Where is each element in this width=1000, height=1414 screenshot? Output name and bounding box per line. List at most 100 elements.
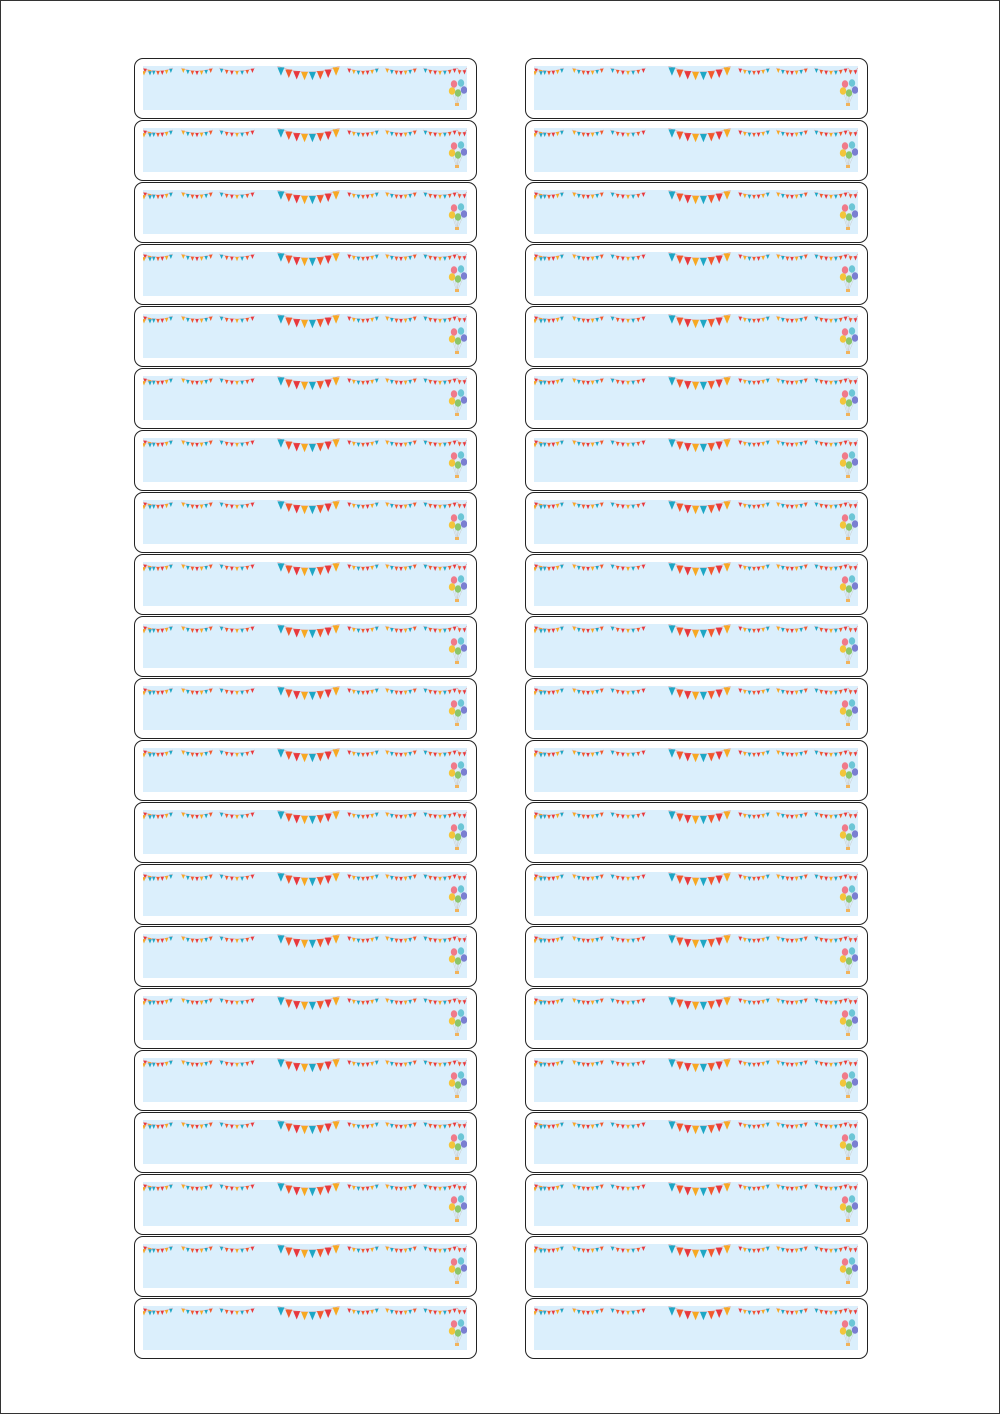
label[interactable] — [525, 182, 868, 243]
label[interactable] — [525, 120, 868, 181]
label[interactable] — [134, 988, 477, 1049]
label[interactable] — [525, 306, 868, 367]
label-writing-area[interactable] — [534, 252, 858, 296]
label-writing-area[interactable] — [534, 190, 858, 234]
label[interactable] — [525, 740, 868, 801]
label-writing-area[interactable] — [534, 934, 858, 978]
label-writing-area[interactable] — [534, 66, 858, 110]
label[interactable] — [134, 58, 477, 119]
label[interactable] — [134, 864, 477, 925]
label-writing-area[interactable] — [143, 996, 467, 1040]
bunting-strand — [384, 191, 418, 200]
label[interactable] — [525, 678, 868, 739]
label[interactable] — [134, 368, 477, 429]
bunting-strand — [276, 128, 341, 143]
label-writing-area[interactable] — [143, 934, 467, 978]
bunting-strand — [180, 1245, 214, 1254]
label-writing-area[interactable] — [143, 66, 467, 110]
label[interactable] — [134, 244, 477, 305]
bunting-strand — [775, 1121, 809, 1130]
label-writing-area[interactable] — [534, 1120, 858, 1164]
label[interactable] — [525, 802, 868, 863]
label[interactable] — [134, 1050, 477, 1111]
label-writing-area[interactable] — [143, 1244, 467, 1288]
label[interactable] — [525, 926, 868, 987]
label-writing-area[interactable] — [143, 128, 467, 172]
label[interactable] — [134, 182, 477, 243]
label[interactable] — [525, 1298, 868, 1359]
label[interactable] — [525, 244, 868, 305]
label[interactable] — [525, 864, 868, 925]
label[interactable] — [525, 1236, 868, 1297]
label[interactable] — [134, 1174, 477, 1235]
label[interactable] — [134, 554, 477, 615]
label[interactable] — [134, 430, 477, 491]
label[interactable] — [134, 1298, 477, 1359]
bunting-strand — [847, 1121, 858, 1129]
label-writing-area[interactable] — [534, 872, 858, 916]
label-writing-area[interactable] — [534, 376, 858, 420]
bunting-icon — [143, 1120, 467, 1161]
label-writing-area[interactable] — [534, 1306, 858, 1350]
label[interactable] — [134, 120, 477, 181]
label-writing-area[interactable] — [534, 500, 858, 544]
label-writing-area[interactable] — [143, 748, 467, 792]
bunting-strand — [813, 1121, 849, 1130]
label-writing-area[interactable] — [534, 1244, 858, 1288]
label-writing-area[interactable] — [534, 438, 858, 482]
label[interactable] — [134, 802, 477, 863]
label-writing-area[interactable] — [143, 1058, 467, 1102]
label[interactable] — [134, 740, 477, 801]
label-writing-area[interactable] — [143, 562, 467, 606]
label[interactable] — [525, 1174, 868, 1235]
label-writing-area[interactable] — [143, 624, 467, 668]
label[interactable] — [525, 616, 868, 677]
label-writing-area[interactable] — [534, 314, 858, 358]
label-writing-area[interactable] — [534, 624, 858, 668]
label-writing-area[interactable] — [143, 190, 467, 234]
label[interactable] — [134, 1236, 477, 1297]
bunting-strand — [422, 315, 458, 324]
label-writing-area[interactable] — [143, 872, 467, 916]
bunting-strand — [384, 1059, 418, 1068]
label-writing-area[interactable] — [143, 1182, 467, 1226]
label[interactable] — [525, 368, 868, 429]
label-writing-area[interactable] — [143, 686, 467, 730]
bunting-icon — [143, 1244, 467, 1285]
label-writing-area[interactable] — [534, 996, 858, 1040]
label[interactable] — [134, 1112, 477, 1173]
label[interactable] — [134, 926, 477, 987]
label-writing-area[interactable] — [143, 500, 467, 544]
label-writing-area[interactable] — [143, 376, 467, 420]
bunting-icon — [534, 314, 858, 355]
label[interactable] — [525, 1112, 868, 1173]
bunting-strand — [456, 811, 467, 819]
label[interactable] — [525, 988, 868, 1049]
label-writing-area[interactable] — [143, 252, 467, 296]
bunting-strand — [276, 1244, 341, 1259]
label-writing-area[interactable] — [534, 1182, 858, 1226]
label[interactable] — [525, 1050, 868, 1111]
bunting-strand — [456, 377, 467, 385]
label-writing-area[interactable] — [534, 686, 858, 730]
label-writing-area[interactable] — [534, 748, 858, 792]
label[interactable] — [134, 306, 477, 367]
label[interactable] — [134, 492, 477, 553]
label[interactable] — [525, 554, 868, 615]
label[interactable] — [525, 430, 868, 491]
label-writing-area[interactable] — [143, 1120, 467, 1164]
label[interactable] — [134, 678, 477, 739]
label-writing-area[interactable] — [143, 810, 467, 854]
bunting-strand — [276, 1120, 341, 1135]
bunting-strand — [667, 1120, 732, 1135]
label-writing-area[interactable] — [143, 438, 467, 482]
label-writing-area[interactable] — [534, 128, 858, 172]
label[interactable] — [525, 58, 868, 119]
label-writing-area[interactable] — [534, 1058, 858, 1102]
label[interactable] — [134, 616, 477, 677]
label-writing-area[interactable] — [534, 810, 858, 854]
label[interactable] — [525, 492, 868, 553]
label-writing-area[interactable] — [143, 314, 467, 358]
label-writing-area[interactable] — [534, 562, 858, 606]
label-writing-area[interactable] — [143, 1306, 467, 1350]
